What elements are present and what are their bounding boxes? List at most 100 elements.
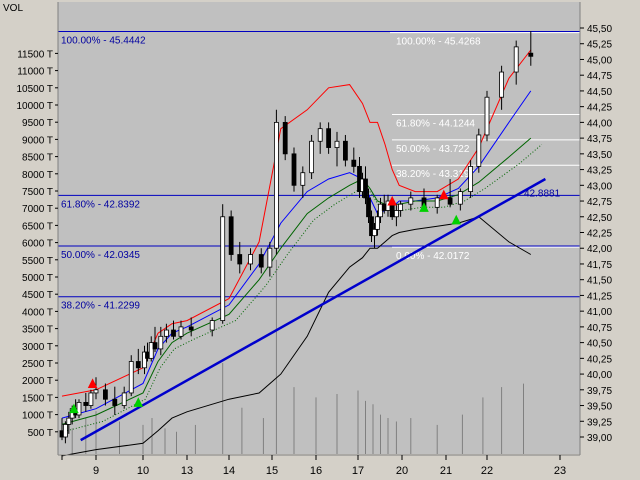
candle-body <box>468 166 474 193</box>
fib-retracement-label: 0.00% - 42.0172 <box>396 251 470 262</box>
candle <box>366 188 371 224</box>
candle-body <box>363 178 368 199</box>
price-tick-label: 39,75 <box>587 386 612 397</box>
signal-arrow-icon <box>387 195 398 206</box>
candle <box>163 323 169 343</box>
candle-body <box>273 121 279 249</box>
candle <box>398 201 404 217</box>
candle-body <box>209 320 215 331</box>
volume-tick-label: 10000 T <box>16 101 53 112</box>
candle <box>148 336 154 362</box>
candle <box>447 179 453 208</box>
price-tick-label: 42,50 <box>587 213 612 224</box>
price-tick-label: 40,50 <box>587 339 612 350</box>
price-tick-label: 43,50 <box>587 150 612 161</box>
candle <box>408 191 414 211</box>
volume-tick-label: 1500 T <box>22 393 53 404</box>
candle <box>83 392 89 412</box>
price-tick-label: 44,50 <box>587 87 612 98</box>
signal-arrow-icon <box>133 397 144 407</box>
candle-body <box>258 254 264 268</box>
trendline <box>80 177 547 442</box>
price-tick-label: 43,00 <box>587 181 612 192</box>
price-tick-label: 39,25 <box>587 417 612 428</box>
price-tick-label: 45,50 <box>587 24 612 35</box>
candle-body <box>220 216 226 321</box>
candle <box>468 160 474 198</box>
signal-arrow-icon <box>451 214 462 225</box>
price-tick-label: 44,25 <box>587 103 612 114</box>
candle <box>237 241 243 274</box>
volume-tick-label: 9500 T <box>22 118 53 129</box>
volume-bars <box>71 259 524 454</box>
candle-body <box>248 254 253 265</box>
candle <box>282 116 288 161</box>
volume-axis: 500 T 1000 T 1500 T 2000 T 2500 T 3000 T 3500 … <box>16 2 59 455</box>
candle <box>513 40 519 85</box>
indicator-line <box>61 137 532 425</box>
candle-body <box>158 335 164 350</box>
candle <box>220 204 226 324</box>
candle-body <box>83 401 89 406</box>
candle-body <box>171 329 176 337</box>
volume-tick-label: 7500 T <box>22 187 53 198</box>
price-axis: 39,00 39,25 39,50 39,75 40,00 40,25 40,50 40,75… <box>579 2 612 455</box>
date-axis: 9 10 13 14 15 16 17 20 21 22 23 <box>58 454 580 477</box>
fib-level-label: 61.80% - 42.8392 <box>61 199 140 210</box>
volume-tick-label: 3500 T <box>22 325 53 336</box>
price-tick-label: 41,50 <box>587 276 612 287</box>
candle <box>178 320 184 340</box>
candle <box>209 317 215 337</box>
price-tick-label: 44,00 <box>587 118 612 129</box>
candle-body <box>351 159 357 167</box>
volume-tick-label: 6500 T <box>22 221 53 232</box>
candle <box>334 131 340 167</box>
volume-tick-label: 5500 T <box>22 256 53 267</box>
date-tick-label: 14 <box>223 465 235 477</box>
signal-arrow-icon <box>87 378 98 389</box>
candle <box>372 223 377 249</box>
candle-body <box>188 326 194 331</box>
date-tick-label: 16 <box>310 465 322 477</box>
candle <box>142 345 147 375</box>
candle-body <box>375 216 380 230</box>
indicator-line <box>61 216 532 457</box>
fib-retracement-label: 38.20% - 43.3197 <box>396 169 475 180</box>
price-tick-label: 40,25 <box>587 354 612 365</box>
candle-body <box>291 153 297 186</box>
price-tick-label: 43,25 <box>587 166 612 177</box>
candle <box>351 147 357 173</box>
price-tick-label: 39,50 <box>587 402 612 413</box>
candle-body <box>63 424 68 438</box>
price-tick-label: 44,75 <box>587 71 612 82</box>
price-tick-label: 41,00 <box>587 307 612 318</box>
candle-body <box>434 197 440 208</box>
candle-body <box>142 351 147 369</box>
date-tick-label: 20 <box>396 465 408 477</box>
fib-retracement-label: 50.00% - 43.722 <box>396 144 470 155</box>
date-tick-label: 10 <box>137 465 149 477</box>
date-tick-label: 13 <box>181 465 193 477</box>
candle-body <box>112 398 118 406</box>
candle-body <box>66 417 72 425</box>
candle-body <box>93 389 99 394</box>
candle <box>476 128 482 173</box>
candle-body <box>398 203 404 211</box>
candle-body <box>326 128 332 148</box>
candle <box>393 204 399 227</box>
trendline-value-label: 42.8881 <box>524 188 561 199</box>
trendline-group[interactable]: 42.8881 <box>80 177 561 442</box>
fib-level-label: 100.00% - 45.4442 <box>61 36 146 47</box>
date-tick-label: 21 <box>440 465 452 477</box>
candle <box>457 188 463 211</box>
price-tick-label: 42,00 <box>587 244 612 255</box>
candle-body <box>135 361 141 369</box>
date-tick-label: 15 <box>266 465 278 477</box>
volume-tick-label: 1000 T <box>22 411 53 422</box>
candle-body <box>178 326 184 337</box>
candle <box>300 166 306 198</box>
volume-tick-label: 4000 T <box>22 307 53 318</box>
candle <box>309 134 315 180</box>
candle-body <box>457 191 463 205</box>
